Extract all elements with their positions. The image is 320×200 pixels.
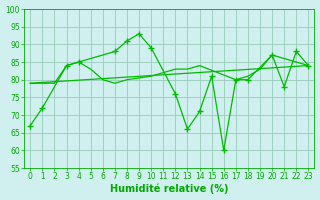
X-axis label: Humidité relative (%): Humidité relative (%) (110, 184, 228, 194)
